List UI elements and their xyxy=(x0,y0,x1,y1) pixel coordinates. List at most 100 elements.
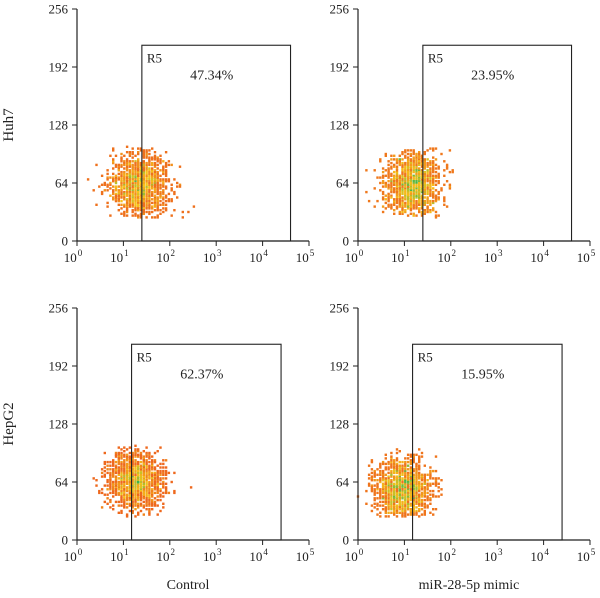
event-dot xyxy=(398,185,401,188)
event-dot xyxy=(120,468,123,471)
event-dot xyxy=(409,160,413,163)
event-dot xyxy=(393,497,396,500)
event-dot xyxy=(404,196,407,199)
event-dot xyxy=(151,459,154,462)
event-dot xyxy=(159,174,162,177)
event-dot xyxy=(125,488,129,491)
event-dot xyxy=(423,480,426,484)
event-dot xyxy=(390,506,393,509)
event-dot xyxy=(117,486,120,489)
event-dot xyxy=(440,488,443,491)
event-dot xyxy=(412,194,415,197)
event-dot xyxy=(112,176,115,179)
event-dot xyxy=(404,174,407,177)
event-dot xyxy=(128,183,132,186)
event-dot xyxy=(418,199,421,203)
x-tick-exponent: 2 xyxy=(171,547,176,557)
event-dot xyxy=(448,183,452,186)
event-dot xyxy=(153,196,157,199)
event-dot xyxy=(106,176,109,179)
event-dot xyxy=(418,187,421,190)
event-dot xyxy=(390,491,393,495)
event-dot xyxy=(173,489,176,493)
event-dot xyxy=(173,190,176,194)
event-dot xyxy=(412,158,415,161)
event-dot xyxy=(398,469,401,473)
event-dot xyxy=(426,479,429,482)
event-dot xyxy=(106,205,109,208)
event-dot xyxy=(404,180,407,183)
event-dot xyxy=(148,511,151,514)
event-dot xyxy=(137,475,140,478)
event-dot xyxy=(412,460,415,464)
event-dot xyxy=(112,471,115,475)
event-dot xyxy=(142,165,145,168)
event-dot xyxy=(112,473,115,476)
event-dot xyxy=(412,160,415,163)
gate-r5 xyxy=(131,343,282,541)
event-dot xyxy=(125,455,129,458)
event-dot xyxy=(401,491,404,495)
event-dot xyxy=(373,497,376,500)
event-dot xyxy=(406,500,410,504)
event-dot xyxy=(137,189,140,192)
event-dot xyxy=(423,479,426,482)
event-dot xyxy=(401,480,404,484)
event-dot xyxy=(398,163,401,167)
event-dot xyxy=(406,457,410,460)
event-dot xyxy=(123,163,126,167)
event-dot xyxy=(412,165,415,168)
event-dot xyxy=(418,488,421,491)
event-dot xyxy=(145,207,148,210)
event-dot xyxy=(162,167,165,170)
event-dot xyxy=(381,205,385,208)
event-dot xyxy=(123,479,126,482)
event-dot xyxy=(420,161,424,165)
event-dot xyxy=(404,464,407,467)
event-dot xyxy=(432,176,435,179)
event-dot xyxy=(156,160,159,163)
event-dot xyxy=(153,170,157,174)
event-dot xyxy=(159,161,162,165)
event-dot xyxy=(445,180,449,183)
event-dot xyxy=(415,468,418,471)
event-dot xyxy=(406,152,410,156)
event-dot xyxy=(148,178,151,181)
gate-r5 xyxy=(422,44,573,242)
event-dot xyxy=(398,180,401,183)
event-dot xyxy=(109,479,112,482)
event-dot xyxy=(134,207,137,210)
event-dot xyxy=(189,486,193,489)
event-dot xyxy=(131,192,134,196)
event-dot xyxy=(406,497,410,500)
event-dot xyxy=(398,460,401,464)
event-dot xyxy=(148,198,151,201)
event-dot xyxy=(178,185,182,188)
event-dot xyxy=(125,477,129,480)
event-dot xyxy=(448,187,452,190)
event-dot xyxy=(139,477,143,480)
event-dot xyxy=(412,212,415,215)
event-dot xyxy=(128,199,132,203)
event-dot xyxy=(120,451,123,455)
event-dot xyxy=(387,163,390,167)
event-dot xyxy=(192,205,196,208)
event-dot xyxy=(120,203,123,206)
event-dot xyxy=(404,473,407,476)
event-dot xyxy=(156,475,159,478)
event-dot xyxy=(162,183,165,186)
event-dot xyxy=(128,466,132,469)
event-dot xyxy=(401,165,404,168)
event-dot xyxy=(98,185,101,188)
event-dot xyxy=(406,471,410,475)
event-dot xyxy=(406,180,410,183)
event-dot xyxy=(139,180,143,183)
event-dot xyxy=(404,457,407,460)
event-dot xyxy=(162,196,165,199)
event-dot xyxy=(370,479,374,482)
event-dot xyxy=(142,154,145,157)
event-dot xyxy=(106,468,109,471)
event-dot xyxy=(145,201,148,205)
event-dot xyxy=(151,163,154,167)
event-dot xyxy=(153,156,157,159)
